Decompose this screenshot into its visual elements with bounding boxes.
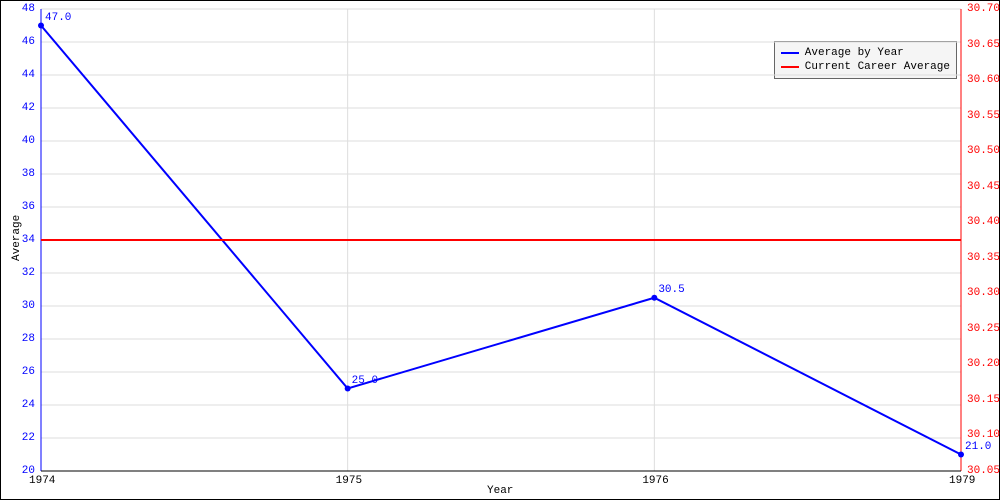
y-right-tick-label: 30.65 bbox=[967, 39, 1000, 51]
y-right-tick-label: 30.55 bbox=[967, 110, 1000, 122]
y-left-tick-label: 44 bbox=[22, 69, 35, 81]
y-left-tick-label: 26 bbox=[22, 366, 35, 378]
y-right-tick-label: 30.15 bbox=[967, 394, 1000, 406]
y-left-tick-label: 42 bbox=[22, 102, 35, 114]
legend-label-avg-by-year: Average by Year bbox=[805, 46, 904, 60]
y-left-tick-label: 22 bbox=[22, 432, 35, 444]
y-left-tick-label: 46 bbox=[22, 36, 35, 48]
y-right-tick-label: 30.45 bbox=[967, 181, 1000, 193]
y-left-tick-label: 28 bbox=[22, 333, 35, 345]
y-left-tick-label: 36 bbox=[22, 201, 35, 213]
x-tick-label: 1979 bbox=[949, 475, 975, 487]
legend-item-career-avg: Current Career Average bbox=[781, 60, 950, 74]
y-left-tick-label: 32 bbox=[22, 267, 35, 279]
data-label-0-1: 25.0 bbox=[352, 375, 378, 387]
y-left-tick-label: 38 bbox=[22, 168, 35, 180]
chart-container: Average Year Average by Year Current Car… bbox=[0, 0, 1000, 500]
legend-label-career-avg: Current Career Average bbox=[805, 60, 950, 74]
legend-item-avg-by-year: Average by Year bbox=[781, 46, 950, 60]
y-right-tick-label: 30.50 bbox=[967, 145, 1000, 157]
y-right-tick-label: 30.20 bbox=[967, 358, 1000, 370]
data-label-0-2: 30.5 bbox=[658, 284, 684, 296]
series-marker-0-1 bbox=[345, 386, 351, 392]
y-left-tick-label: 24 bbox=[22, 399, 35, 411]
y-right-tick-label: 30.60 bbox=[967, 74, 1000, 86]
series-line-0 bbox=[41, 26, 961, 455]
y-left-tick-label: 34 bbox=[22, 234, 35, 246]
y-left-tick-label: 40 bbox=[22, 135, 35, 147]
data-label-0-3: 21.0 bbox=[965, 441, 991, 453]
y-right-tick-label: 30.40 bbox=[967, 216, 1000, 228]
x-tick-label: 1974 bbox=[29, 475, 55, 487]
series-marker-0-0 bbox=[38, 23, 44, 29]
x-tick-label: 1976 bbox=[642, 475, 668, 487]
y-right-tick-label: 30.70 bbox=[967, 3, 1000, 15]
y-right-tick-label: 30.25 bbox=[967, 323, 1000, 335]
series-marker-0-2 bbox=[651, 295, 657, 301]
x-tick-label: 1975 bbox=[336, 475, 362, 487]
y-left-tick-label: 48 bbox=[22, 3, 35, 15]
legend: Average by Year Current Career Average bbox=[774, 41, 957, 79]
legend-swatch-avg-by-year bbox=[781, 52, 799, 54]
legend-swatch-career-avg bbox=[781, 66, 799, 68]
data-label-0-0: 47.0 bbox=[45, 12, 71, 24]
y-right-tick-label: 30.35 bbox=[967, 252, 1000, 264]
y-right-tick-label: 30.30 bbox=[967, 287, 1000, 299]
x-axis-title: Year bbox=[487, 485, 513, 497]
series-marker-0-3 bbox=[958, 452, 964, 458]
y-left-tick-label: 30 bbox=[22, 300, 35, 312]
